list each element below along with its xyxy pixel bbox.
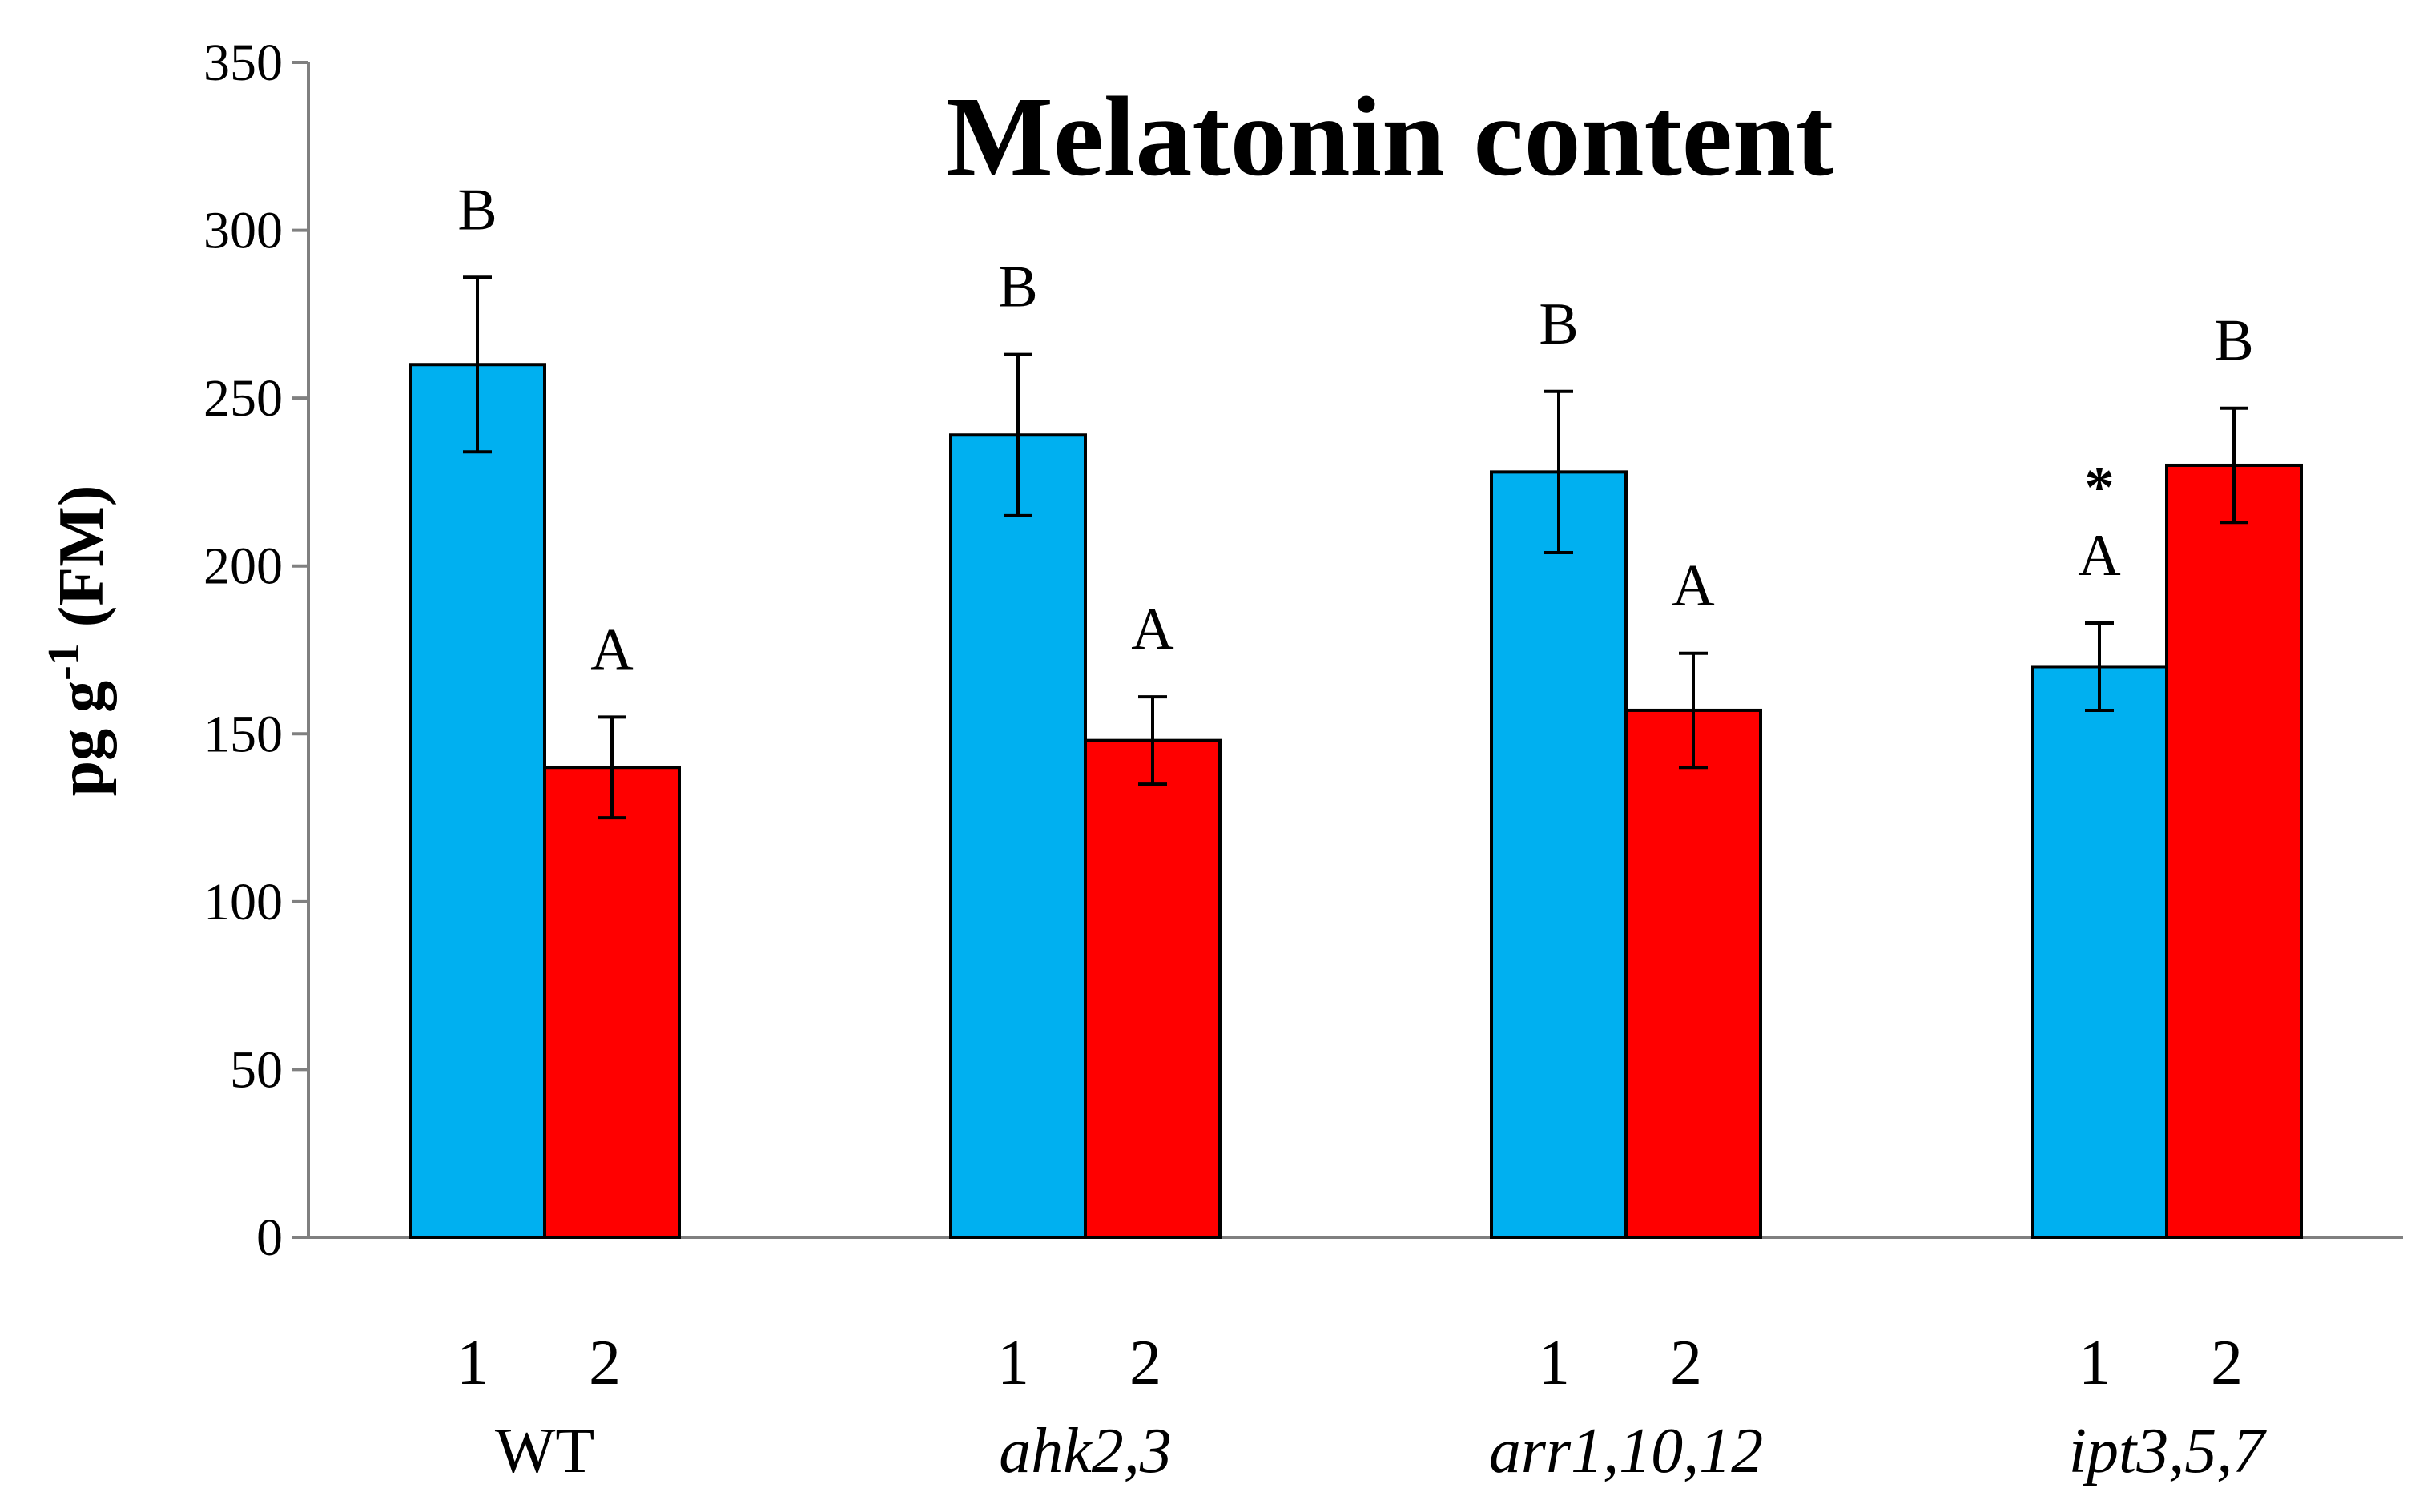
y-tick-label: 150 [203,705,283,763]
significance-letter: A [1672,553,1714,619]
axes: 0 50 100 150 200 250 300 350 [203,34,2403,1267]
bar-series-label: 2 [589,1328,621,1398]
bar-series-label: 1 [2079,1328,2111,1398]
group-label: ipt3,5,7 [2069,1416,2267,1486]
y-axis-label: pg g-1 (FM) [39,485,117,797]
significance-letter: A [1131,597,1173,662]
bar-series-label: 1 [1538,1328,1570,1398]
bars [409,275,2303,1240]
bar [1084,738,1222,1239]
bar [1490,470,1628,1239]
bar [949,433,1087,1239]
significance-letter: B [2214,308,2253,374]
bar-series-label: 2 [2211,1328,2243,1398]
group-label: arr1,10,12 [1489,1416,1763,1486]
y-tick-label: 100 [203,873,283,931]
significance-mark: * [2085,455,2115,521]
y-tick-label: 350 [203,34,283,92]
bar [1624,708,1762,1239]
y-tick-label: 300 [203,202,283,260]
bar [409,363,546,1240]
y-axis-label-superscript: -1 [39,643,89,681]
significance-letter: A [590,617,633,682]
bar [2165,463,2303,1239]
group-label: ahk2,3 [999,1416,1172,1486]
bar [543,766,681,1239]
significance-letter: B [1539,292,1578,357]
y-axis-label-suffix: (FM) [46,485,117,644]
significance-letter: A [2078,523,2120,589]
bar-series-label: 2 [1670,1328,1702,1398]
bar-series-label: 2 [1129,1328,1161,1398]
chart-title: Melatonin content [946,73,1833,199]
bar-series-label: 1 [457,1328,489,1398]
significance-letter: B [457,177,497,243]
bar [2031,665,2168,1239]
y-tick-label: 0 [256,1208,283,1267]
bar-series-label: 1 [997,1328,1029,1398]
labels: B1A2WTB1A2ahk2,3B1A2arr1,10,12A*1B2ipt3,… [457,177,2267,1486]
y-axis-label-main: pg g [46,681,117,797]
group-label: WT [495,1416,594,1486]
significance-letter: B [998,255,1037,320]
y-tick-label: 200 [203,537,283,596]
y-tick-label: 50 [230,1040,283,1099]
y-tick-label: 250 [203,369,283,428]
